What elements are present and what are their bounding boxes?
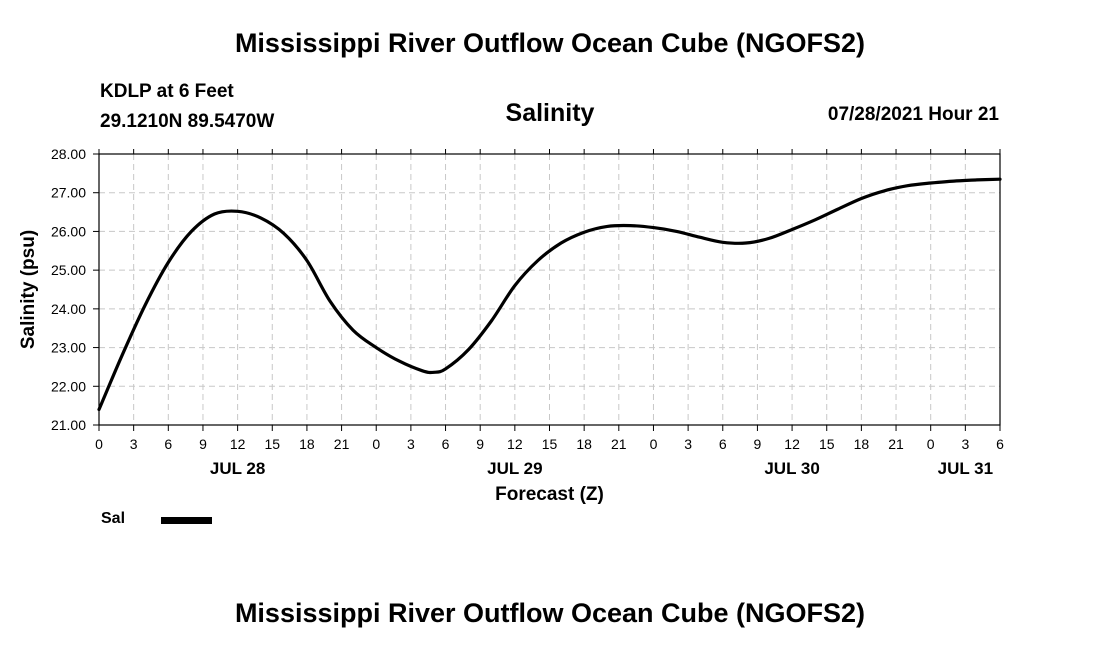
chart-main-title: Mississippi River Outflow Ocean Cube (NG… xyxy=(234,28,866,58)
x-tick-label: 9 xyxy=(476,436,484,452)
x-tick-label: 9 xyxy=(754,436,762,452)
x-tick-label: 6 xyxy=(996,436,1004,452)
y-tick-label: 27.00 xyxy=(51,185,86,201)
x-axis-title: Forecast (Z) xyxy=(495,484,604,505)
x-day-label: JUL 28 xyxy=(210,459,265,478)
x-tick-label: 21 xyxy=(888,436,904,452)
plot-frame xyxy=(98,153,1001,426)
x-tick-label: 12 xyxy=(507,436,523,452)
x-tick-label: 9 xyxy=(199,436,207,452)
x-tick-label: 0 xyxy=(650,436,658,452)
x-tick-label: 3 xyxy=(407,436,415,452)
x-tick-label: 0 xyxy=(927,436,935,452)
chart-subtitle: Salinity xyxy=(505,99,595,127)
y-tick-label: 24.00 xyxy=(51,301,86,317)
x-tick-label: 21 xyxy=(611,436,627,452)
x-tick-label: 3 xyxy=(130,436,138,452)
forecast-datetime: 07/28/2021 Hour 21 xyxy=(827,104,999,125)
y-tick-label: 23.00 xyxy=(51,340,86,356)
series-line-sal xyxy=(97,177,1002,412)
x-tick-label: 0 xyxy=(95,436,103,452)
x-tick-label: 3 xyxy=(684,436,692,452)
x-tick-label: 18 xyxy=(854,436,870,452)
legend-swatch xyxy=(161,517,212,524)
y-tick-label: 21.00 xyxy=(51,417,86,433)
x-tick-label: 15 xyxy=(264,436,280,452)
x-day-label: JUL 30 xyxy=(764,459,819,478)
station-coordinates: 29.1210N 89.5470W xyxy=(100,111,275,132)
chart-footer-title: Mississippi River Outflow Ocean Cube (NG… xyxy=(234,598,866,628)
x-tick-label: 12 xyxy=(784,436,800,452)
legend-label: Sal xyxy=(101,510,126,527)
station-info: KDLP at 6 Feet 29.1210N 89.5470W xyxy=(100,77,274,137)
x-day-label: JUL 29 xyxy=(487,459,542,478)
x-tick-label: 0 xyxy=(372,436,380,452)
x-tick-label: 6 xyxy=(719,436,727,452)
station-name: KDLP at 6 Feet xyxy=(100,81,234,102)
x-day-label: JUL 31 xyxy=(938,459,993,478)
x-tick-label: 15 xyxy=(819,436,835,452)
x-tick-label: 6 xyxy=(164,436,172,452)
x-tick-label: 18 xyxy=(299,436,315,452)
y-axis-title: Salinity (psu) xyxy=(18,230,39,349)
y-tick-label: 28.00 xyxy=(51,146,86,162)
x-tick-label: 3 xyxy=(961,436,969,452)
y-tick-label: 22.00 xyxy=(51,378,86,394)
x-tick-label: 15 xyxy=(542,436,558,452)
x-tick-label: 21 xyxy=(334,436,350,452)
x-tick-label: 18 xyxy=(576,436,592,452)
y-tick-label: 26.00 xyxy=(51,223,86,239)
x-tick-label: 6 xyxy=(442,436,450,452)
x-tick-label: 12 xyxy=(230,436,246,452)
y-tick-label: 25.00 xyxy=(51,262,86,278)
